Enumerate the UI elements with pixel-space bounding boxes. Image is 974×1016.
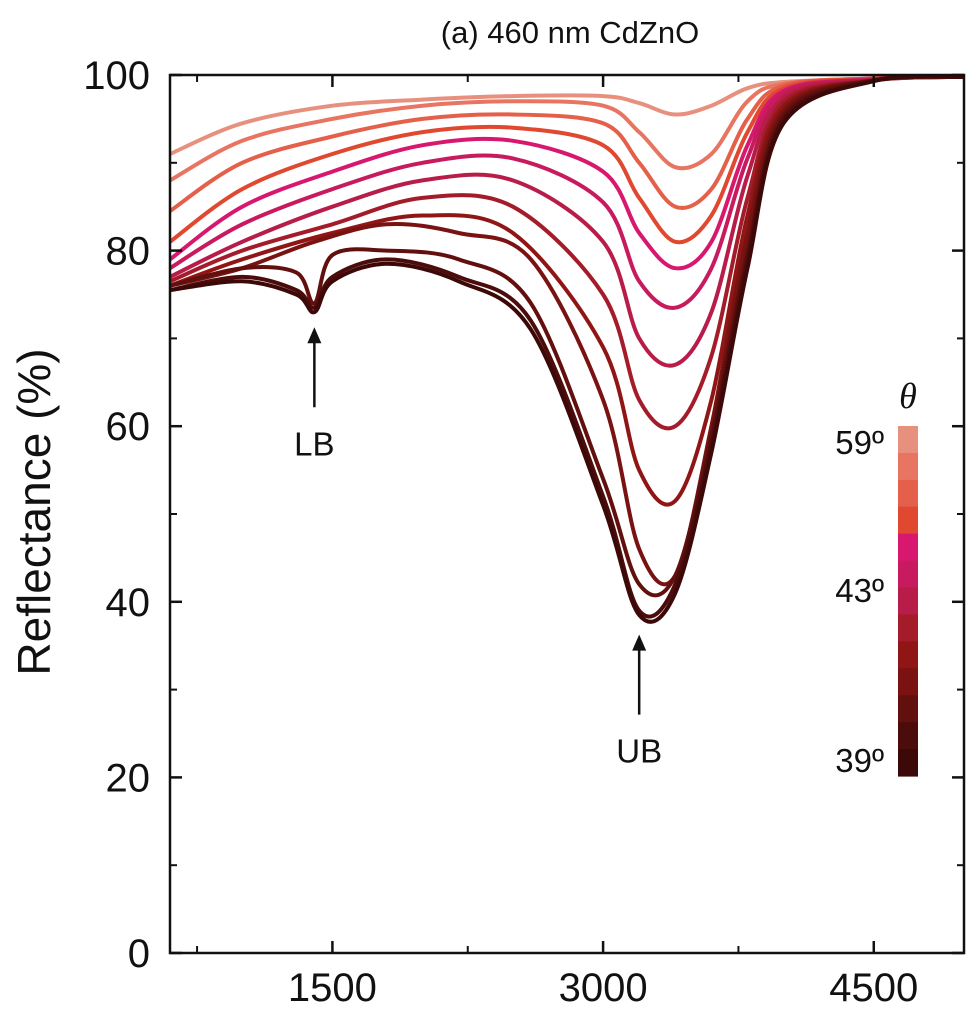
x-tick-label-3000: 3000 [559, 966, 648, 1010]
series-line-1 [169, 74, 965, 183]
y-tick-label-40: 40 [106, 581, 151, 625]
x-tick-label-4500: 4500 [829, 966, 918, 1010]
y-axis-title: Reflectance (%) [8, 348, 60, 675]
chart-title: (a) 460 nm CdZnO [441, 15, 699, 50]
series-line-5 [168, 74, 965, 310]
legend-label-0: 59º [835, 424, 884, 461]
series-line-12 [169, 74, 965, 624]
y-tick-label-80: 80 [106, 230, 151, 274]
series-line-11 [169, 74, 965, 619]
legend-swatch-5 [898, 560, 918, 589]
legend-swatch-1 [898, 452, 918, 481]
series-line-4 [168, 74, 965, 271]
series-layer [168, 74, 965, 624]
series-line-9 [169, 74, 965, 587]
legend-swatch-8 [898, 641, 918, 669]
legend-label-2: 39º [835, 742, 884, 779]
legend-swatch-10 [898, 695, 918, 723]
legend-swatch-12 [898, 749, 918, 777]
y-tick-label-60: 60 [106, 405, 151, 449]
series-line-8 [169, 74, 965, 507]
y-tick-label-20: 20 [106, 756, 151, 800]
annotation-arrowhead-lb [307, 327, 322, 344]
legend-swatch-7 [898, 614, 918, 642]
legend-swatch-0 [898, 426, 918, 454]
legend-swatch-3 [898, 506, 918, 535]
legend-swatch-11 [898, 722, 918, 750]
legend-swatch-4 [898, 533, 918, 562]
annotation-label-lb: LB [294, 425, 334, 462]
legend-swatch-2 [898, 479, 918, 508]
legend-swatch-6 [898, 587, 918, 616]
y-tick-label-0: 0 [128, 932, 150, 976]
series-line-3 [168, 74, 965, 245]
legend-layer: θ 59º 43º 39º [835, 376, 918, 779]
series-line-2 [168, 74, 965, 213]
legend-title: θ [899, 376, 917, 416]
annotation-label-ub: UB [616, 733, 662, 770]
series-line-6 [169, 74, 965, 368]
annotation-arrowhead-ub [632, 634, 647, 651]
legend-swatch-9 [898, 668, 918, 696]
legend-label-1: 43º [835, 572, 884, 609]
x-tick-label-1500: 1500 [288, 966, 377, 1010]
y-tick-label-100: 100 [83, 54, 150, 98]
annotation-layer: LB UB [294, 327, 662, 770]
series-line-7 [169, 74, 965, 431]
axes-layer: 0 20 40 60 80 100 1500 3000 4500 [83, 54, 966, 1010]
